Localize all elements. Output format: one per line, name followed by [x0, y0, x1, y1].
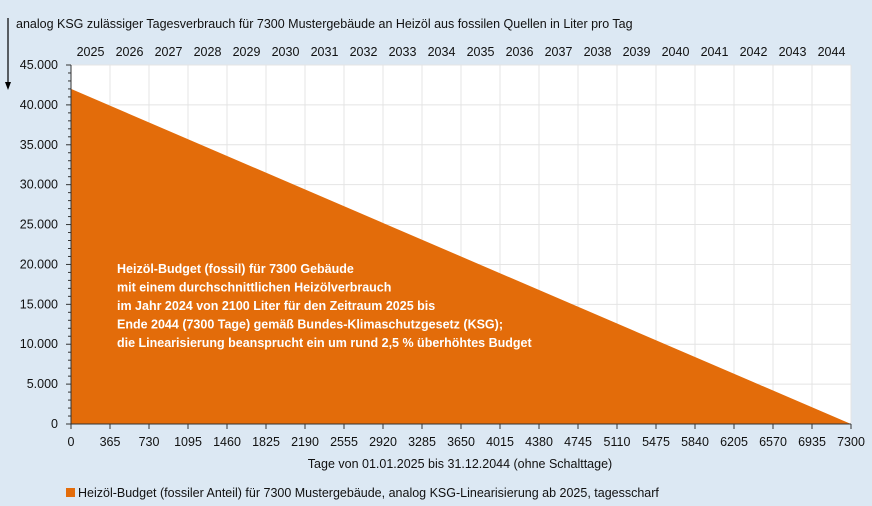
y-tick-label: 0	[51, 417, 58, 431]
x-tick-label: 4015	[486, 435, 514, 449]
year-label: 2030	[272, 45, 300, 59]
annotation-line: die Linearisierung beansprucht ein um ru…	[117, 336, 532, 350]
x-tick-label: 6935	[798, 435, 826, 449]
y-tick-label: 25.000	[20, 218, 58, 232]
year-label: 2031	[311, 45, 339, 59]
year-label: 2035	[467, 45, 495, 59]
x-tick-label: 365	[100, 435, 121, 449]
year-label: 2044	[818, 45, 846, 59]
year-label: 2027	[155, 45, 183, 59]
y-tick-label: 10.000	[20, 337, 58, 351]
x-tick-label: 1095	[174, 435, 202, 449]
legend-label[interactable]: Heizöl-Budget (fossiler Anteil) für 7300…	[78, 486, 659, 500]
x-tick-label: 6205	[720, 435, 748, 449]
year-label: 2034	[428, 45, 456, 59]
year-label: 2032	[350, 45, 378, 59]
x-tick-label: 0	[68, 435, 75, 449]
year-label: 2036	[506, 45, 534, 59]
x-tick-label: 7300	[837, 435, 865, 449]
annotation-text: Heizöl-Budget (fossil) für 7300 Gebäude m…	[117, 262, 532, 350]
x-tick-label: 3650	[447, 435, 475, 449]
x-tick-label: 2920	[369, 435, 397, 449]
year-label: 2043	[779, 45, 807, 59]
year-label: 2038	[584, 45, 612, 59]
year-label: 2042	[740, 45, 768, 59]
series-area	[71, 88, 851, 424]
x-tick-label: 4745	[564, 435, 592, 449]
annotation-line: Ende 2044 (7300 Tage) gemäß Bundes-Klima…	[117, 318, 503, 332]
x-tick-label: 730	[139, 435, 160, 449]
legend-swatch	[66, 488, 75, 497]
annotation-line: mit einem durchschnittlichen Heizölverbr…	[117, 281, 391, 295]
year-label: 2028	[194, 45, 222, 59]
x-axis-label: Tage von 01.01.2025 bis 31.12.2044 (ohne…	[308, 457, 612, 471]
y-tick-label: 5.000	[27, 377, 58, 391]
x-tick-label: 5475	[642, 435, 670, 449]
chart-title: analog KSG zulässiger Tagesverbrauch für…	[16, 17, 633, 31]
y-tick-label: 40.000	[20, 98, 58, 112]
y-tick-label: 30.000	[20, 178, 58, 192]
year-label: 2039	[623, 45, 651, 59]
y-tick-label: 35.000	[20, 138, 58, 152]
x-tick-label: 2555	[330, 435, 358, 449]
year-label: 2029	[233, 45, 261, 59]
y-tick-label: 20.000	[20, 257, 58, 271]
x-tick-label: 1460	[213, 435, 241, 449]
year-label: 2025	[77, 45, 105, 59]
x-tick-label: 4380	[525, 435, 553, 449]
arrow-head-icon	[5, 82, 11, 90]
x-tick-label: 1825	[252, 435, 280, 449]
x-tick-label: 2190	[291, 435, 319, 449]
year-label: 2040	[662, 45, 690, 59]
year-label: 2037	[545, 45, 573, 59]
x-tick-label: 5110	[604, 435, 631, 449]
y-tick-label: 45.000	[20, 58, 58, 72]
x-tick-label: 5840	[681, 435, 709, 449]
x-tick-label: 3285	[408, 435, 436, 449]
year-label: 2026	[116, 45, 144, 59]
year-label: 2041	[701, 45, 729, 59]
y-tick-label: 15.000	[20, 297, 58, 311]
x-tick-label: 6570	[759, 435, 787, 449]
annotation-line: im Jahr 2024 von 2100 Liter für den Zeit…	[117, 299, 435, 313]
annotation-line: Heizöl-Budget (fossil) für 7300 Gebäude	[117, 262, 354, 276]
year-label: 2033	[389, 45, 417, 59]
